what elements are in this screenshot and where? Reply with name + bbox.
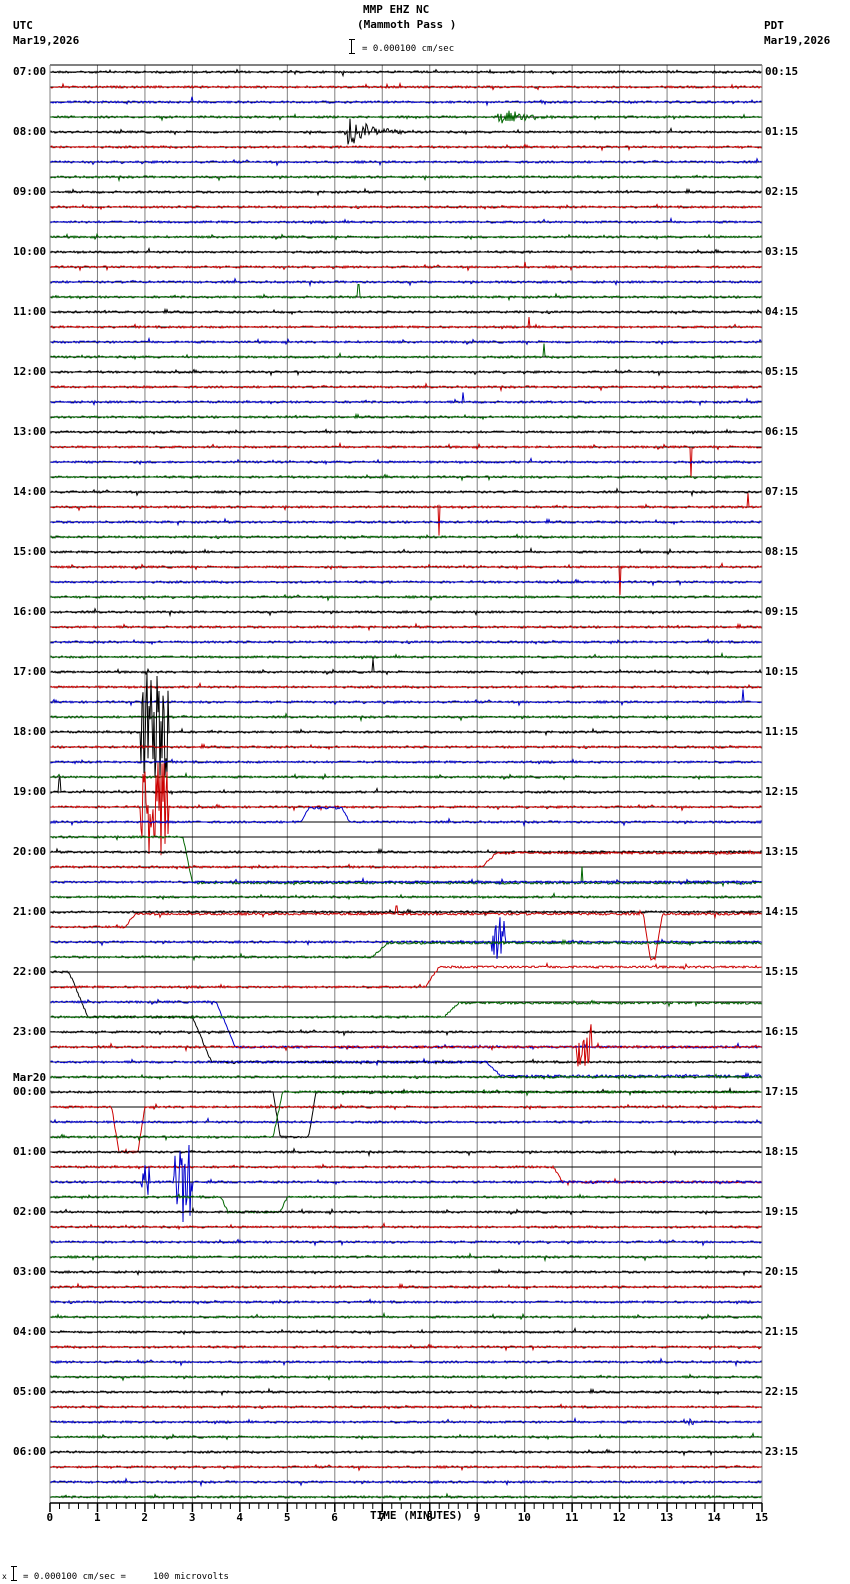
right-date: Mar19,2026	[764, 34, 831, 47]
pdt-hour-label: 06:15	[765, 425, 799, 438]
utc-hour-label: 20:00	[13, 845, 47, 858]
x-tick-label: 3	[188, 1511, 196, 1524]
x-tick-label: 8	[426, 1511, 433, 1524]
station-location: (Mammoth Pass )	[357, 18, 457, 31]
pdt-hour-label: 18:15	[765, 1145, 799, 1158]
pdt-hour-label: 15:15	[765, 965, 799, 978]
scale-bar-icon	[349, 39, 355, 54]
x-tick-label: 6	[331, 1511, 338, 1524]
pdt-hour-label: 19:15	[765, 1205, 799, 1218]
pdt-hour-label: 02:15	[765, 185, 799, 198]
pdt-hour-label: 14:15	[765, 905, 799, 918]
x-tick-label: 5	[283, 1511, 291, 1524]
utc-hour-label: 23:00	[13, 1025, 47, 1038]
x-tick-label: 14	[707, 1511, 721, 1524]
pdt-hour-label: 09:15	[765, 605, 799, 618]
x-tick-label: 15	[755, 1511, 769, 1524]
station-title: MMP EHZ NC	[363, 3, 430, 16]
right-timezone: PDT	[764, 19, 784, 32]
x-tick-label: 13	[660, 1511, 674, 1524]
utc-hour-label: 04:00	[13, 1325, 47, 1338]
pdt-hour-label: 04:15	[765, 305, 799, 318]
grid-lines	[96, 65, 716, 1503]
utc-hour-label: 01:00	[13, 1145, 47, 1158]
utc-hour-label: 02:00	[13, 1205, 47, 1218]
x-tick-label: 4	[236, 1511, 243, 1524]
utc-hour-label: 07:00	[13, 65, 47, 78]
pdt-hour-label: 11:15	[765, 725, 799, 738]
utc-hour-label: 16:00	[13, 605, 47, 618]
pdt-hour-label: 10:15	[765, 665, 799, 678]
utc-hour-label: 13:00	[13, 425, 47, 438]
left-date: Mar19,2026	[13, 34, 80, 47]
utc-hour-label: 00:00	[13, 1085, 47, 1098]
utc-hour-label: 03:00	[13, 1265, 47, 1278]
utc-hour-label: 19:00	[13, 785, 47, 798]
utc-hour-label: 10:00	[13, 245, 47, 258]
utc-hour-label: 05:00	[13, 1385, 47, 1398]
left-timezone: UTC	[13, 19, 33, 32]
x-tick-label: 11	[565, 1511, 579, 1524]
pdt-hour-label: 13:15	[765, 845, 799, 858]
utc-hour-label: 08:00	[13, 125, 47, 138]
utc-hour-label: 14:00	[13, 485, 47, 498]
x-tick-label: 2	[141, 1511, 149, 1524]
date-change-label: Mar20	[13, 1071, 47, 1084]
pdt-hour-label: 12:15	[765, 785, 799, 798]
x-tick-label: 10	[517, 1511, 531, 1524]
scale-label: = 0.000100 cm/sec	[362, 44, 455, 54]
utc-hour-label: 06:00	[13, 1445, 47, 1458]
utc-hour-label: 21:00	[13, 905, 47, 918]
plot-frame	[49, 64, 763, 1503]
utc-hour-label: 22:00	[13, 965, 47, 978]
utc-hour-label: 17:00	[13, 665, 47, 678]
x-axis-title: TIME (MINUTES)	[370, 1509, 463, 1522]
footer-scale-label: = 0.000100 cm/sec = 100 microvolts	[23, 1572, 229, 1582]
utc-hour-label: 18:00	[13, 725, 47, 738]
pdt-hour-label: 08:15	[765, 545, 799, 558]
footer-prefix: x	[2, 1572, 7, 1581]
utc-hour-label: 15:00	[13, 545, 47, 558]
pdt-hour-label: 07:15	[765, 485, 799, 498]
seismic-traces	[49, 68, 763, 1502]
pdt-hour-label: 17:15	[765, 1085, 799, 1098]
pdt-hour-label: 05:15	[765, 365, 799, 378]
utc-hour-label: 12:00	[13, 365, 47, 378]
x-tick-label: 1	[93, 1511, 101, 1524]
utc-hour-label: 09:00	[13, 185, 47, 198]
x-tick-label: 0	[46, 1511, 54, 1524]
x-tick-label: 7	[378, 1511, 386, 1524]
pdt-hour-label: 21:15	[765, 1325, 799, 1338]
pdt-hour-label: 16:15	[765, 1025, 799, 1038]
pdt-hour-label: 01:15	[765, 125, 799, 138]
utc-hour-label: 11:00	[13, 305, 47, 318]
pdt-hour-label: 20:15	[765, 1265, 799, 1278]
pdt-hour-label: 22:15	[765, 1385, 799, 1398]
x-axis-ticks	[49, 1502, 763, 1512]
x-tick-label: 9	[473, 1511, 481, 1524]
pdt-hour-label: 03:15	[765, 245, 799, 258]
footer-scale-bar-icon	[11, 1566, 17, 1581]
x-tick-label: 12	[612, 1511, 626, 1524]
pdt-hour-label: 00:15	[765, 65, 799, 78]
pdt-hour-label: 23:15	[765, 1445, 799, 1458]
